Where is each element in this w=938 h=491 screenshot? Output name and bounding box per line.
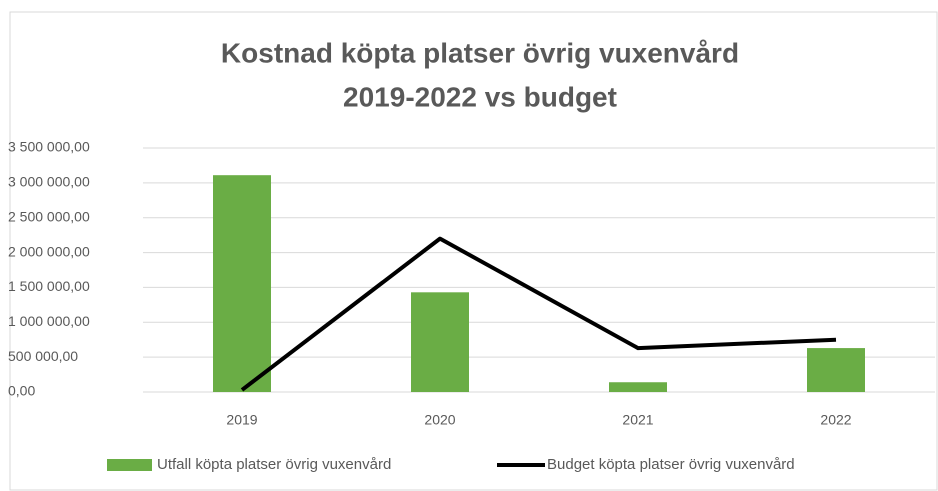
legend-swatch	[107, 459, 152, 471]
legend-label: Utfall köpta platser övrig vuxenvård	[157, 456, 391, 473]
x-tick-label: 2022	[820, 412, 851, 428]
y-tick-label: 0,00	[8, 383, 35, 399]
y-tick-label: 2 500 000,00	[8, 208, 90, 224]
bar	[213, 175, 271, 392]
bar	[807, 348, 865, 392]
y-tick-label: 1 500 000,00	[8, 278, 90, 294]
y-tick-label: 1 000 000,00	[8, 313, 90, 329]
y-tick-label: 3 500 000,00	[8, 139, 90, 155]
y-tick-label: 2 000 000,00	[8, 243, 90, 259]
x-tick-label: 2020	[424, 412, 455, 428]
bar	[411, 292, 469, 392]
y-tick-label: 500 000,00	[8, 348, 78, 364]
legend-label: Budget köpta platser övrig vuxenvård	[547, 456, 795, 473]
x-tick-label: 2021	[622, 412, 653, 428]
bar	[609, 382, 667, 392]
chart-title: Kostnad köpta platser övrig vuxenvård	[221, 37, 739, 68]
x-tick-label: 2019	[226, 412, 257, 428]
y-tick-label: 3 000 000,00	[8, 174, 90, 190]
line	[240, 236, 837, 392]
chart-title: 2019-2022 vs budget	[343, 81, 617, 112]
chart-border	[9, 11, 938, 491]
